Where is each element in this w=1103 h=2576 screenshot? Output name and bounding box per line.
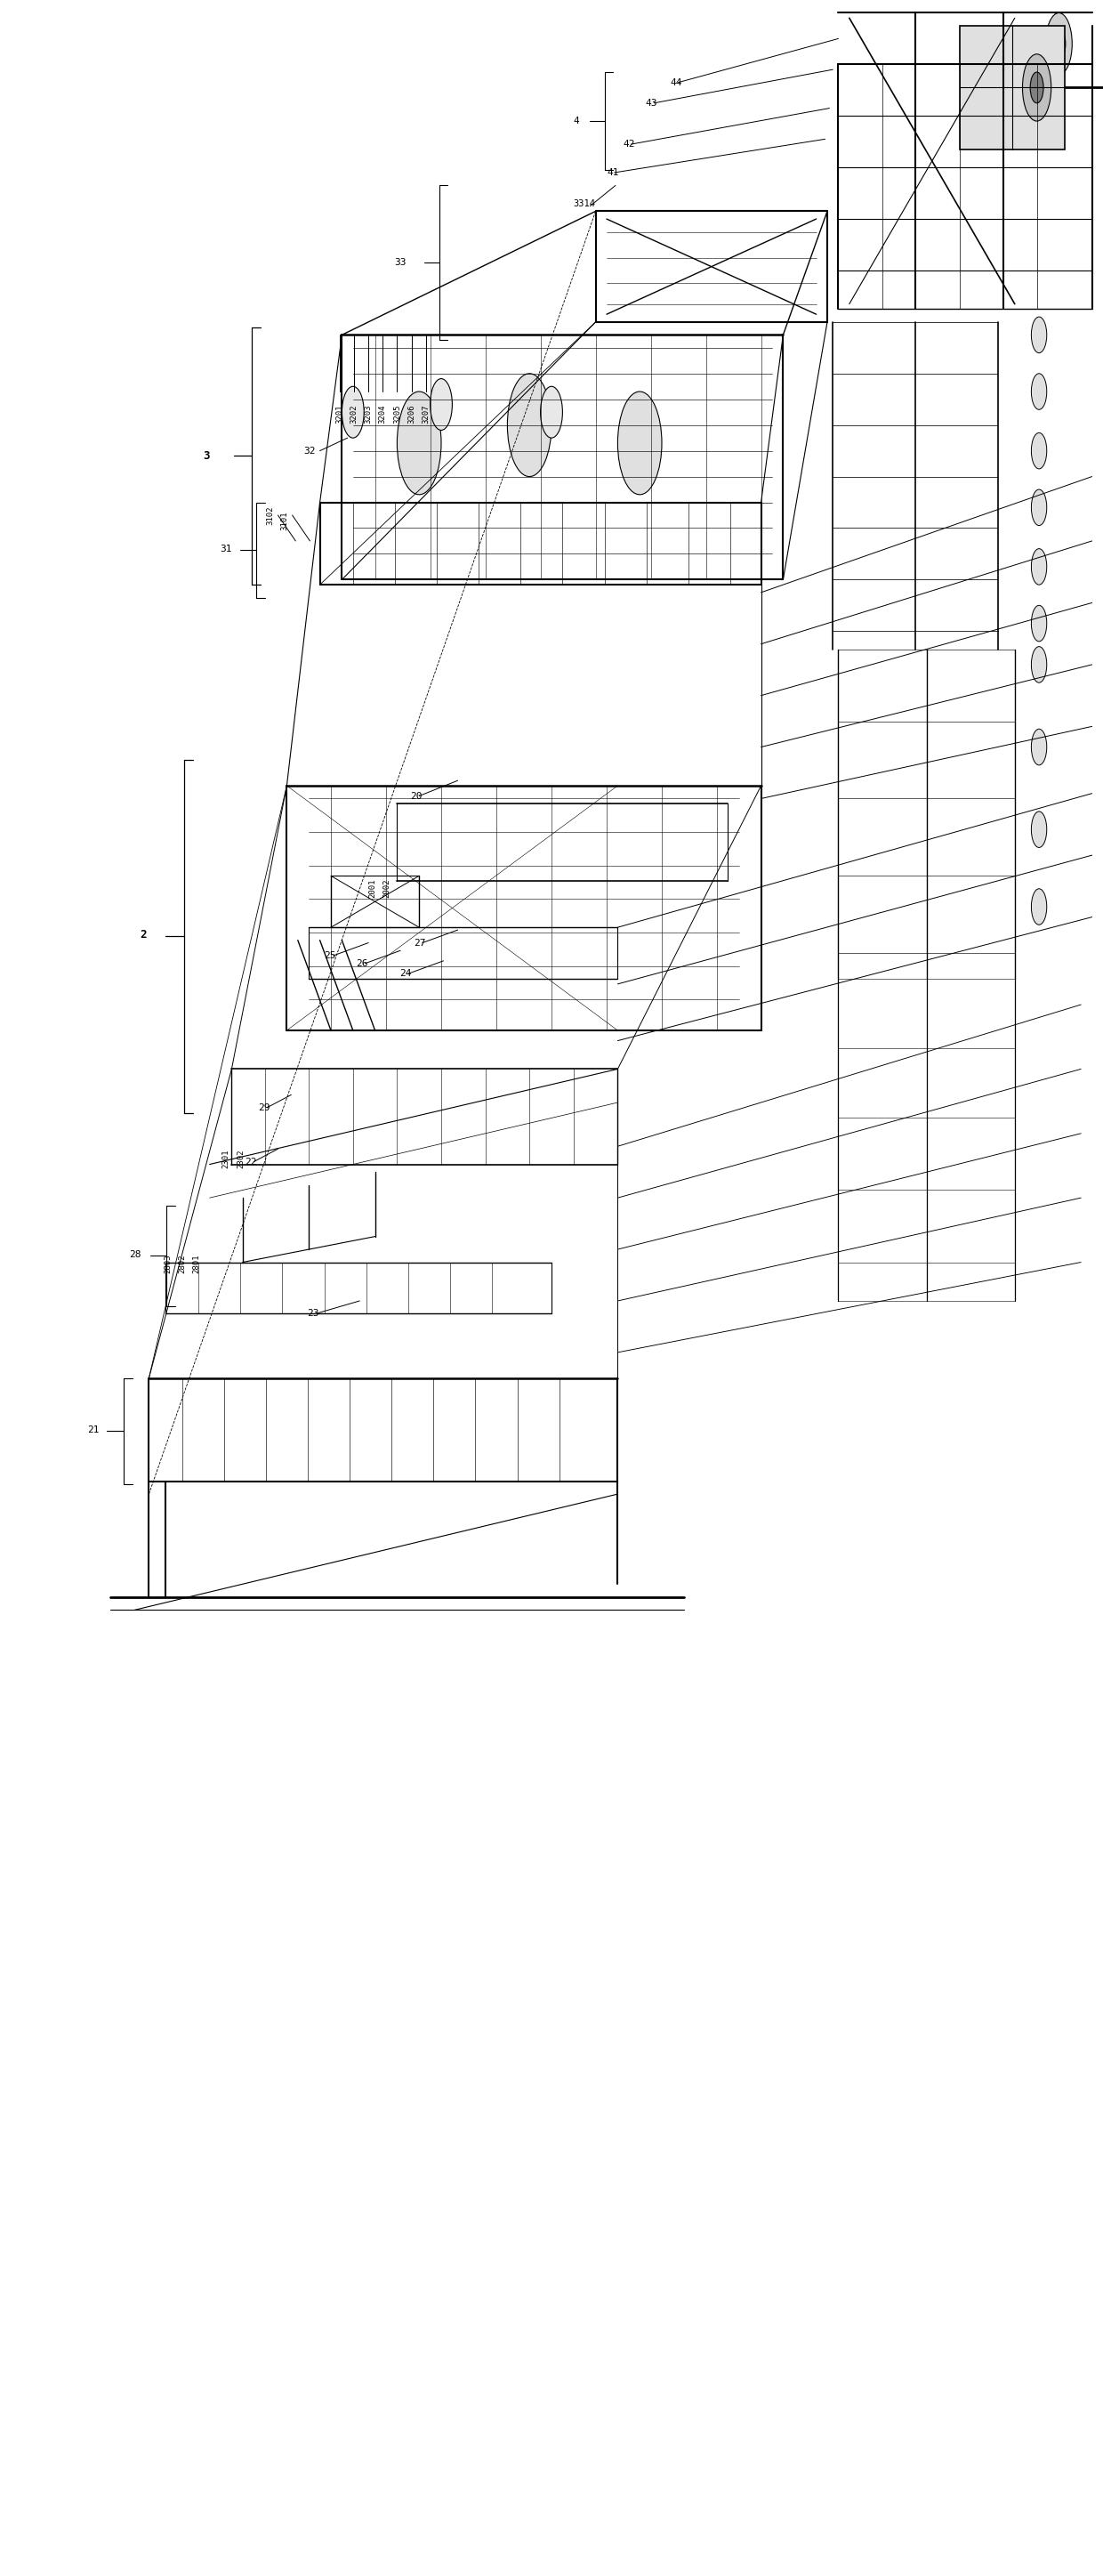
Text: 33: 33 [394, 258, 406, 268]
Text: 3203: 3203 [364, 404, 373, 422]
Circle shape [342, 386, 364, 438]
Circle shape [397, 392, 441, 495]
Text: 2803: 2803 [163, 1255, 172, 1273]
Text: 42: 42 [623, 139, 635, 149]
Text: 25: 25 [324, 951, 336, 961]
Text: 28: 28 [129, 1249, 141, 1260]
Circle shape [1031, 811, 1047, 848]
Text: 2: 2 [140, 930, 147, 940]
Circle shape [1052, 28, 1065, 59]
Text: 27: 27 [414, 938, 426, 948]
Circle shape [1030, 72, 1043, 103]
Text: 4: 4 [574, 116, 579, 126]
Text: 23: 23 [307, 1309, 319, 1319]
Circle shape [507, 374, 552, 477]
Text: 2801: 2801 [192, 1255, 201, 1273]
Text: 3205: 3205 [393, 404, 401, 422]
Text: 3201: 3201 [335, 404, 344, 422]
Text: 31: 31 [219, 544, 232, 554]
Text: 2001: 2001 [368, 878, 377, 896]
Circle shape [540, 386, 563, 438]
Circle shape [1031, 729, 1047, 765]
Text: 3202: 3202 [350, 404, 358, 422]
Circle shape [1022, 54, 1051, 121]
Text: 3: 3 [203, 451, 210, 461]
Text: 24: 24 [399, 969, 411, 979]
Text: 3207: 3207 [421, 404, 430, 422]
Text: 2301: 2301 [222, 1149, 231, 1167]
Circle shape [1031, 374, 1047, 410]
Text: 26: 26 [356, 958, 368, 969]
Text: 21: 21 [87, 1425, 99, 1435]
Text: 3204: 3204 [378, 404, 387, 422]
Bar [960, 26, 1064, 149]
Circle shape [1031, 549, 1047, 585]
Circle shape [1031, 433, 1047, 469]
Circle shape [1031, 647, 1047, 683]
Text: 20: 20 [410, 791, 422, 801]
Text: 3102: 3102 [266, 505, 275, 526]
Text: 3314: 3314 [574, 198, 596, 209]
Circle shape [1031, 317, 1047, 353]
Circle shape [430, 379, 452, 430]
Text: 3206: 3206 [407, 404, 416, 422]
Text: 44: 44 [671, 77, 683, 88]
Text: 2002: 2002 [383, 878, 392, 896]
Circle shape [1031, 605, 1047, 641]
Text: 3101: 3101 [280, 510, 289, 531]
Circle shape [1031, 889, 1047, 925]
Circle shape [1031, 489, 1047, 526]
Text: 41: 41 [607, 167, 619, 178]
Text: 32: 32 [303, 446, 315, 456]
Text: 2302: 2302 [236, 1149, 245, 1167]
Text: 43: 43 [645, 98, 657, 108]
Text: 29: 29 [258, 1103, 270, 1113]
Circle shape [618, 392, 662, 495]
Circle shape [1046, 13, 1072, 75]
Text: 2802: 2802 [178, 1255, 186, 1273]
Text: 22: 22 [245, 1157, 257, 1167]
